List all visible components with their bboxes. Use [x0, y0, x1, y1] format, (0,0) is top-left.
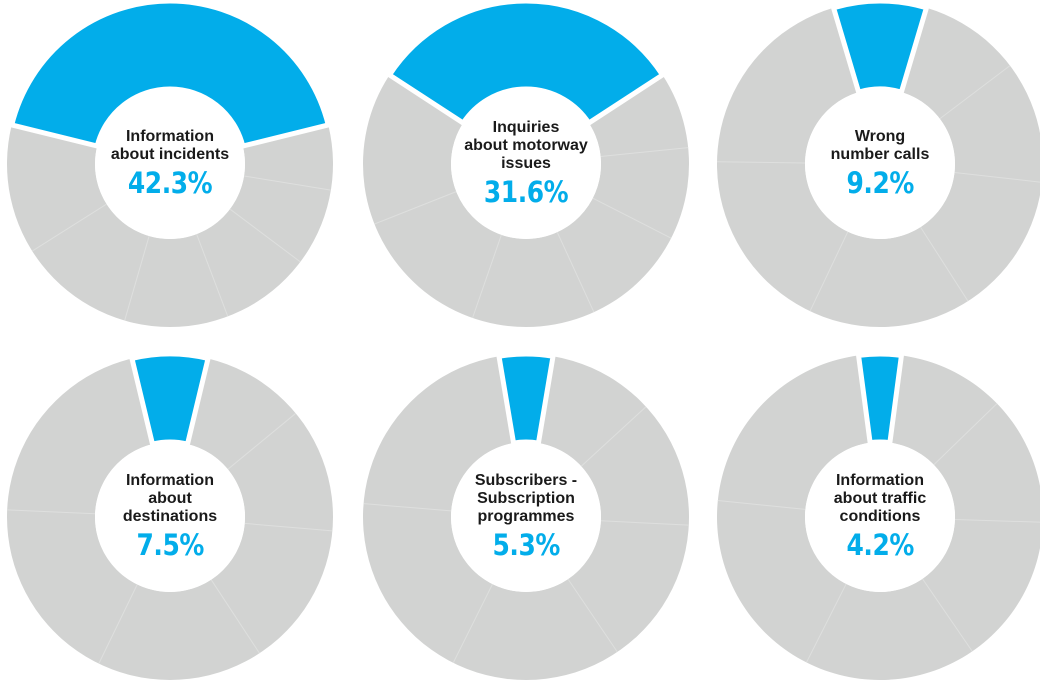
donut-svg — [6, 351, 334, 680]
slice-rest — [7, 124, 333, 327]
slice-divider — [567, 578, 618, 653]
percentage-label: 7.5% — [136, 528, 204, 562]
category-label: Subscribers - Subscription programmes — [474, 472, 578, 525]
donut-hole — [451, 442, 601, 592]
donut-hole — [95, 89, 245, 239]
slice-divider — [939, 65, 1011, 120]
slice-divider — [31, 203, 107, 252]
percentage-label: 4.2% — [846, 528, 914, 562]
donut-chart: Information about destinations 7.5% — [6, 351, 334, 680]
donut-svg — [717, 0, 1040, 328]
donut-chart: Information about traffic conditions 4.2… — [717, 351, 1040, 680]
percentage-label: 42.3% — [127, 166, 213, 200]
donut-center: Wrong number calls 9.2% — [800, 84, 960, 244]
slice-divider — [124, 235, 150, 321]
slice-divider — [452, 583, 493, 664]
slice-divider — [243, 175, 331, 191]
slice-divider — [933, 403, 998, 466]
slice-divider — [717, 161, 806, 164]
donut-center: Inquiries about motorway issues 31.6% — [446, 84, 606, 244]
category-label: Wrong number calls — [830, 128, 930, 163]
slice-divider — [374, 191, 457, 225]
donut-center: Information about incidents 42.3% — [90, 84, 250, 244]
donut-svg — [717, 351, 1040, 680]
category-label: Inquiries about motorway issues — [464, 119, 588, 172]
slice-divider — [196, 233, 229, 317]
slice-divider — [98, 584, 138, 664]
slice-divider — [227, 412, 297, 470]
donut-chart: Information about incidents 42.3% — [7, 0, 333, 327]
slice-divider — [805, 583, 847, 663]
slice-divider — [920, 226, 969, 302]
slice-rest — [362, 74, 689, 328]
slice-divider — [210, 579, 260, 654]
slice-divider — [717, 500, 806, 510]
slice-divider — [363, 503, 452, 512]
slice-divider — [229, 208, 301, 263]
donut-svg — [7, 0, 333, 327]
donut-center: Information about destinations 7.5% — [90, 437, 250, 597]
percentage-label: 31.6% — [483, 175, 569, 209]
slice-rest — [717, 355, 1040, 680]
slice-rest — [6, 358, 334, 680]
slice-divider — [809, 231, 849, 312]
slice-divider — [580, 406, 647, 467]
slice-divider — [556, 231, 595, 313]
donut-chart: Inquiries about motorway issues 31.6% — [362, 0, 689, 328]
category-label: Information about destinations — [122, 472, 218, 525]
slice-divider — [592, 197, 672, 239]
slice-divider — [600, 520, 689, 526]
donut-svg — [362, 0, 689, 328]
slice-divider — [954, 171, 1040, 183]
category-label: Information about traffic conditions — [833, 472, 927, 525]
category-label: Information about incidents — [110, 128, 230, 163]
donut-chart: Subscribers - Subscription programmes 5.… — [363, 351, 689, 680]
slice-rest — [717, 7, 1040, 328]
percentage-label: 5.3% — [492, 528, 560, 562]
donut-svg — [363, 351, 689, 680]
percentage-label: 9.2% — [846, 166, 914, 200]
slice-divider — [472, 234, 502, 319]
donut-hole — [95, 442, 245, 592]
slice-rest — [363, 356, 689, 680]
donut-center: Subscribers - Subscription programmes 5.… — [446, 437, 606, 597]
slice-divider — [600, 147, 689, 157]
donut-hole — [451, 89, 601, 239]
donut-center: Information about traffic conditions 4.2… — [800, 437, 960, 597]
donut-hole — [805, 89, 955, 239]
slice-divider — [7, 509, 96, 515]
slice-divider — [954, 518, 1040, 523]
donut-hole — [805, 442, 955, 592]
slice-divider — [922, 578, 973, 652]
slice-divider — [244, 522, 333, 532]
donut-chart: Wrong number calls 9.2% — [717, 0, 1040, 328]
